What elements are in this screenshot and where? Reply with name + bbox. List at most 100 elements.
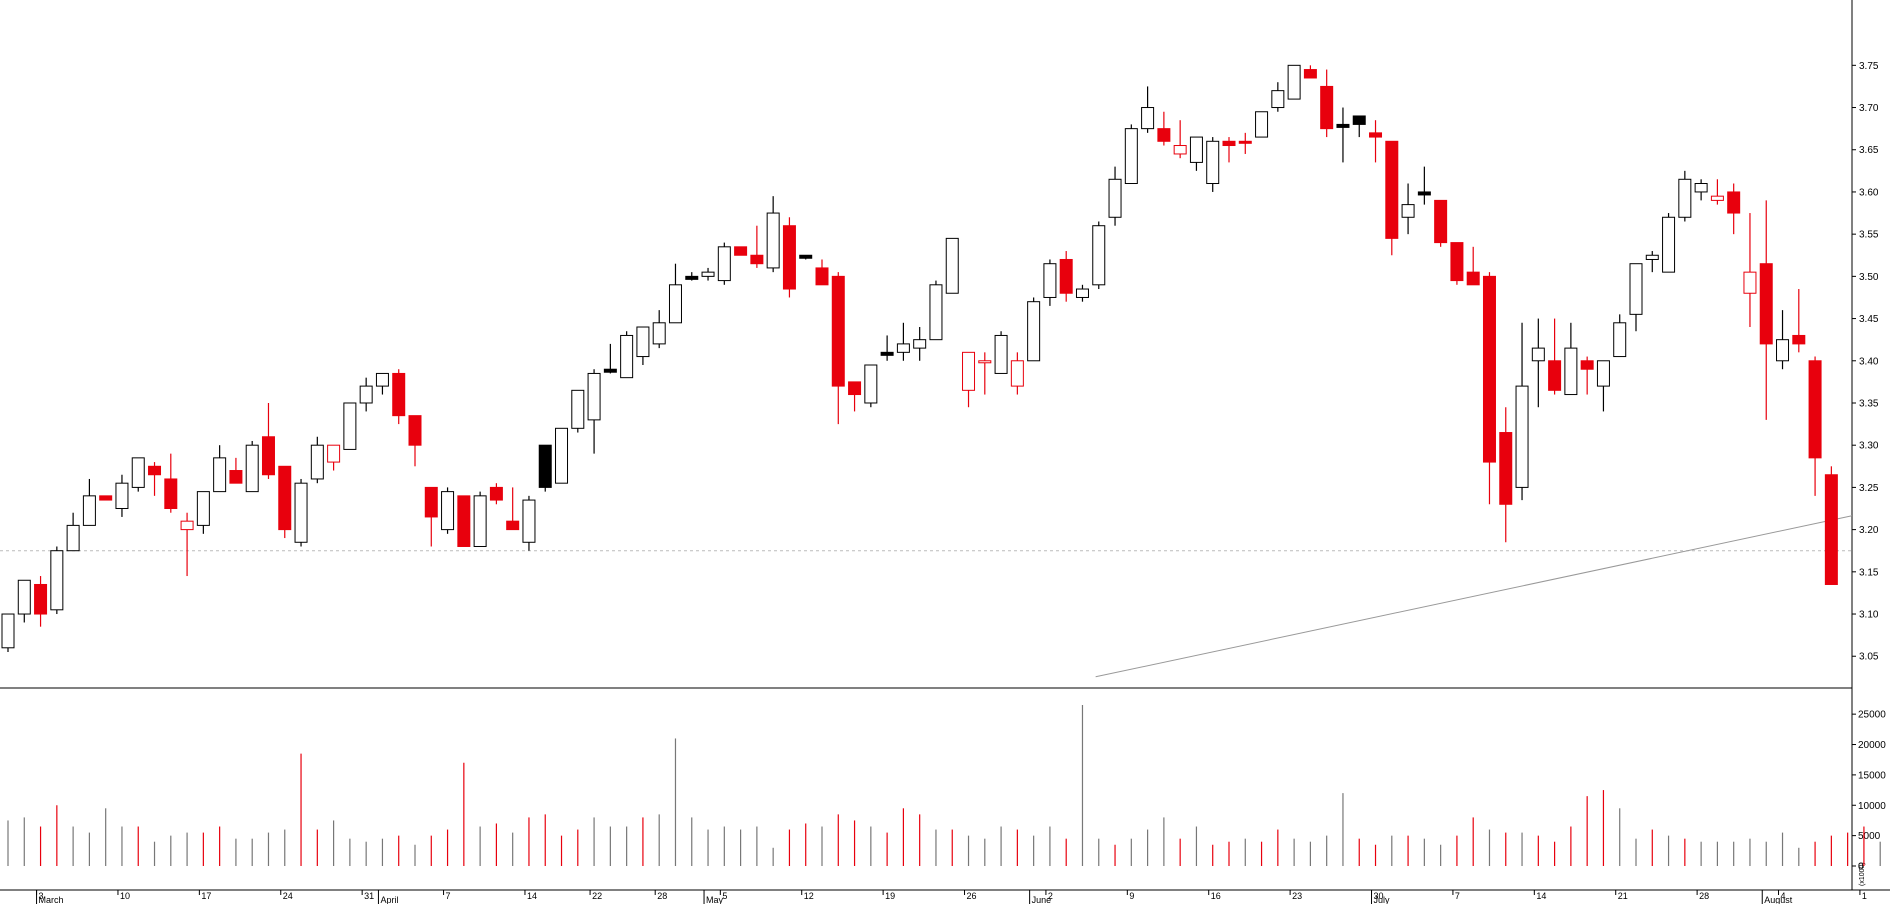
candle-body bbox=[1743, 271, 1757, 294]
candle-body bbox=[1189, 136, 1203, 163]
candle-body bbox=[1336, 123, 1350, 128]
candle-body bbox=[180, 520, 194, 531]
y-tick-label: 3.15 bbox=[1859, 567, 1879, 578]
candle-body bbox=[196, 491, 210, 526]
x-day-label: 12 bbox=[804, 891, 814, 901]
candle-body bbox=[848, 381, 862, 396]
x-day-label: 24 bbox=[283, 891, 293, 901]
y-tick-label: 3.25 bbox=[1859, 483, 1879, 494]
candle-body bbox=[1499, 432, 1513, 505]
candle-body bbox=[294, 482, 308, 543]
volume-y-tick-label: 15000 bbox=[1858, 770, 1886, 781]
candle-body bbox=[229, 470, 243, 484]
x-day-label: 28 bbox=[657, 891, 667, 901]
candle-body bbox=[50, 550, 64, 611]
candle-body bbox=[717, 246, 731, 282]
candle-body bbox=[1271, 90, 1285, 109]
x-month-label: March bbox=[39, 895, 64, 904]
x-month-label: April bbox=[380, 895, 398, 904]
x-day-label: 31 bbox=[364, 891, 374, 901]
y-tick-label: 3.20 bbox=[1859, 525, 1879, 536]
candle-body bbox=[1255, 111, 1269, 138]
candle-body bbox=[1222, 140, 1236, 147]
candle-body bbox=[587, 372, 601, 421]
candle-body bbox=[1417, 191, 1431, 196]
candle-body bbox=[17, 579, 31, 615]
candle-body bbox=[1108, 178, 1122, 218]
candle-body bbox=[424, 486, 438, 518]
candle-body bbox=[1580, 360, 1594, 370]
candle-body bbox=[1678, 178, 1692, 218]
candle-body bbox=[164, 478, 178, 510]
candle-body bbox=[701, 271, 715, 277]
candle-body bbox=[1075, 288, 1089, 298]
y-tick-label: 3.50 bbox=[1859, 272, 1879, 283]
candle-body bbox=[831, 275, 845, 387]
candle-body bbox=[1759, 263, 1773, 345]
y-tick-label: 3.40 bbox=[1859, 356, 1879, 367]
candle-body bbox=[310, 444, 324, 480]
x-day-label: 30 bbox=[1374, 891, 1384, 901]
x-day-label: 14 bbox=[1536, 891, 1546, 901]
candle-body bbox=[750, 254, 764, 265]
candle-body bbox=[506, 520, 520, 531]
candle-body bbox=[66, 524, 80, 552]
candle-body bbox=[1141, 107, 1155, 130]
candle-body bbox=[538, 444, 552, 488]
x-month-label: July bbox=[1374, 895, 1391, 904]
candle-body bbox=[1303, 69, 1317, 79]
x-day-label: 7 bbox=[446, 891, 451, 901]
volume-y-tick-label: 20000 bbox=[1858, 740, 1886, 751]
volume-y-tick-label: 0 bbox=[1858, 862, 1864, 873]
candle-body bbox=[261, 436, 275, 476]
volume-y-tick-label: 10000 bbox=[1858, 801, 1886, 812]
candle-body bbox=[864, 364, 878, 404]
candle-body bbox=[408, 415, 422, 446]
candle-body bbox=[896, 343, 910, 353]
candle-body bbox=[522, 499, 536, 543]
x-day-label: 1 bbox=[1862, 891, 1867, 901]
x-day-label: 22 bbox=[592, 891, 602, 901]
x-month-label: May bbox=[706, 895, 724, 904]
candle-body bbox=[1352, 115, 1366, 125]
candle-body bbox=[1482, 275, 1496, 463]
candle-body bbox=[945, 237, 959, 294]
candle-body bbox=[1173, 145, 1187, 155]
candle-body bbox=[343, 402, 357, 450]
candle-body bbox=[668, 284, 682, 324]
candle-body bbox=[1450, 242, 1464, 282]
candle-body bbox=[278, 465, 292, 531]
x-day-label: 2 bbox=[1048, 891, 1053, 901]
candle-body bbox=[359, 385, 373, 404]
candle-body bbox=[99, 495, 113, 501]
x-day-label: 3 bbox=[39, 891, 44, 901]
candle-body bbox=[115, 482, 129, 510]
price-panel: 3.05 3.10 3.15 3.20 3.25 3.30 3.35 3.40 3.45 3.50… bbox=[0, 0, 1879, 890]
y-tick-label: 3.55 bbox=[1859, 230, 1879, 241]
candle-body bbox=[441, 491, 455, 531]
y-tick-label: 3.60 bbox=[1859, 187, 1879, 198]
x-day-label: 14 bbox=[527, 891, 537, 901]
candle-body bbox=[1727, 191, 1741, 214]
candle-body bbox=[1596, 360, 1610, 387]
y-tick-label: 3.10 bbox=[1859, 610, 1879, 621]
candle-body bbox=[1027, 301, 1041, 362]
candle-body bbox=[1092, 225, 1106, 286]
candle-body bbox=[1043, 263, 1057, 298]
candle-body bbox=[1808, 360, 1822, 459]
candle-body bbox=[392, 372, 406, 417]
candle-body bbox=[1434, 199, 1448, 244]
candle-body bbox=[620, 334, 634, 379]
candle-body bbox=[473, 495, 487, 547]
candle-body bbox=[1010, 360, 1024, 387]
x-day-label: 23 bbox=[1292, 891, 1302, 901]
x-day-label: 10 bbox=[120, 891, 130, 901]
candle-body bbox=[1776, 339, 1790, 362]
candle-body bbox=[1385, 140, 1399, 239]
y-tick-label: 3.30 bbox=[1859, 441, 1879, 452]
x-day-label: 21 bbox=[1618, 891, 1628, 901]
x-day-label: 17 bbox=[201, 891, 211, 901]
candle-body bbox=[1613, 322, 1627, 358]
candle-body bbox=[571, 389, 585, 429]
